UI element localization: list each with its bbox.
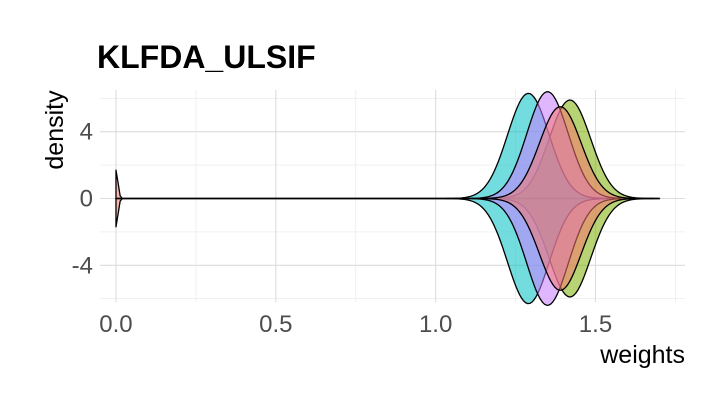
chart-title: KLFDA_ULSIF <box>97 39 316 75</box>
y-tick-label: -4 <box>72 252 93 279</box>
y-tick-label: 0 <box>80 186 93 213</box>
violin-layer <box>115 91 661 306</box>
y-tick-label: 4 <box>80 119 93 146</box>
tick-labels: 0.0 0.5 1.0 1.5 4 0 -4 <box>72 119 613 338</box>
x-tick-label: 0.0 <box>99 311 132 338</box>
x-tick-label: 1.0 <box>419 311 452 338</box>
x-axis-title: weights <box>599 341 685 369</box>
x-tick-label: 1.5 <box>579 311 612 338</box>
y-axis-title: density <box>41 90 69 170</box>
x-tick-label: 0.5 <box>259 311 292 338</box>
violin-5 <box>115 106 661 291</box>
